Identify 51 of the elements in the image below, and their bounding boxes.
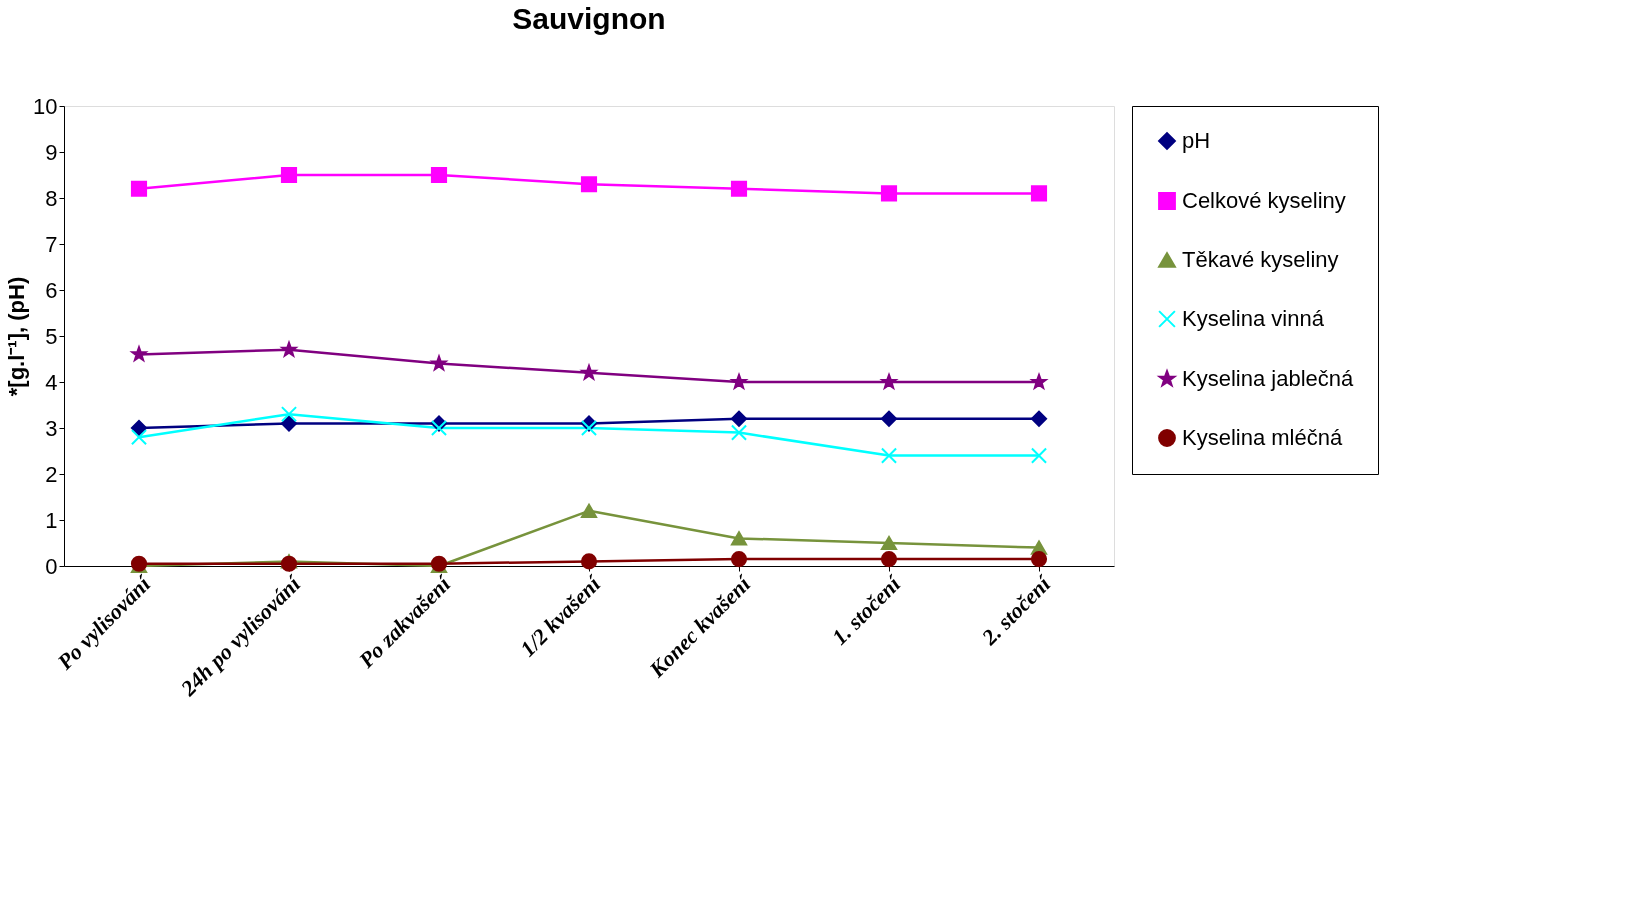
y-tick-label: 6 (45, 277, 58, 303)
chart-title: Sauvignon (512, 2, 666, 35)
point (730, 551, 748, 568)
y-tick-label: 0 (45, 553, 58, 579)
point (730, 531, 748, 546)
point (581, 364, 597, 380)
legend-label: Kyselina mléčná (1182, 425, 1343, 450)
point (281, 341, 297, 357)
point (580, 553, 598, 570)
y-tick-label: 9 (45, 139, 58, 165)
point (280, 166, 298, 184)
y-tick-label: 7 (45, 231, 58, 257)
y-axis-title: *[g.l⁻¹], (pH) (4, 276, 30, 397)
point (1030, 185, 1048, 202)
legend-label: Kyselina jablečná (1182, 366, 1354, 391)
point (880, 447, 898, 464)
point (280, 415, 298, 432)
point (880, 551, 898, 568)
point (730, 410, 748, 427)
y-tick-label: 1 (45, 507, 58, 533)
point (130, 180, 148, 197)
point (730, 180, 748, 197)
point (130, 419, 148, 437)
point (130, 429, 148, 446)
point (580, 419, 598, 437)
point (280, 406, 298, 423)
y-tick-label: 2 (45, 461, 58, 487)
y-tick-label: 4 (45, 369, 58, 395)
point (880, 185, 898, 202)
point (880, 535, 898, 551)
legend-label: Těkavé kyseliny (1182, 247, 1339, 272)
point (430, 166, 448, 184)
point (580, 176, 598, 193)
y-tick-label: 8 (45, 185, 58, 211)
point (1030, 447, 1048, 464)
legend-label: Celkové kyseliny (1182, 188, 1346, 213)
y-tick-label: 5 (45, 323, 58, 349)
point (880, 410, 898, 427)
y-tick-label: 3 (45, 415, 58, 441)
point (580, 503, 598, 518)
point (430, 419, 448, 437)
y-tick-label: 10 (33, 93, 58, 119)
point (730, 424, 748, 441)
point (1030, 551, 1048, 568)
point (1030, 410, 1048, 427)
point (131, 346, 147, 362)
legend-label: pH (1182, 128, 1211, 153)
legend-label: Kyselina vinná (1182, 306, 1325, 331)
point (881, 373, 897, 389)
point (731, 373, 747, 389)
point (1031, 373, 1047, 389)
